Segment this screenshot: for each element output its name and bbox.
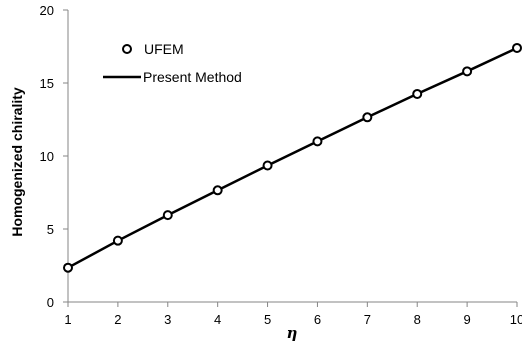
data-point-ufem: [262, 160, 273, 171]
y-tick-label: 0: [47, 295, 54, 310]
x-tick-label: 1: [64, 312, 71, 327]
axes: [63, 9, 518, 307]
data-point-ufem: [362, 112, 373, 123]
x-axis-title: η: [287, 324, 298, 342]
data-point-ufem: [162, 210, 173, 221]
data-point-ufem: [312, 136, 323, 147]
x-tick-label: 9: [463, 312, 470, 327]
data-point-ufem: [462, 66, 473, 77]
x-tick-label: 5: [264, 312, 271, 327]
data-point-ufem: [112, 235, 123, 246]
x-tick-label: 3: [164, 312, 171, 327]
legend-marker-ufem: [122, 44, 132, 54]
y-tick-label: 20: [40, 3, 54, 18]
data-point-ufem: [512, 42, 522, 53]
series-line-present-method: [67, 46, 518, 269]
plot-area: [68, 10, 517, 302]
x-tick-label: 10: [510, 312, 522, 327]
data-point-ufem: [412, 88, 423, 99]
x-tick-label: 2: [114, 312, 121, 327]
data-point-ufem: [63, 262, 73, 273]
y-tick-label: 15: [40, 76, 54, 91]
series-layer: [63, 42, 522, 273]
x-tick-label: 4: [214, 312, 221, 327]
x-tick-label: 7: [364, 312, 371, 327]
x-tick-label: 6: [314, 312, 321, 327]
y-tick-label: 10: [40, 149, 54, 164]
data-point-ufem: [212, 185, 223, 196]
y-tick-label: 5: [47, 222, 54, 237]
legend-label-ufem: UFEM: [144, 41, 184, 57]
x-tick-label: 8: [414, 312, 421, 327]
legend: UFEM Present Method: [103, 41, 242, 85]
tick-labels: 0 5 10 15 20 1 2 3 4 5 6 7 8 9 10: [40, 3, 522, 327]
y-axis-title: Homogenized chirality: [9, 87, 25, 237]
legend-label-present-method: Present Method: [143, 69, 242, 85]
